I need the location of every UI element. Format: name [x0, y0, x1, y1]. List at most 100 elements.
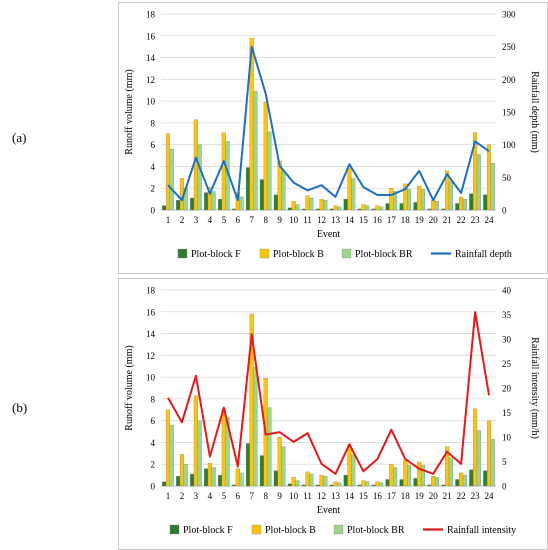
bar-plot-block-br-19: [420, 465, 426, 487]
y2-tick-label: 0: [502, 206, 507, 216]
y-tick-label: 8: [151, 118, 156, 128]
x-tick-label: 4: [208, 491, 213, 501]
y-tick-label: 18: [146, 10, 156, 20]
bar-plot-block-br-4: [211, 467, 216, 487]
x-tick-label: 15: [359, 491, 369, 501]
bar-plot-block-f-14: [343, 474, 348, 487]
legend-swatch-plot-block-f: [169, 524, 180, 535]
bar-plot-block-b-23: [473, 408, 478, 487]
bar-plot-block-br-21: [448, 457, 453, 487]
bar-plot-block-f-11: [301, 208, 306, 211]
bar-plot-block-br-21: [448, 181, 453, 211]
legend-label-plot-block-f: Plot-block F: [191, 249, 241, 260]
y2-axis-title: Rainfall intensity (mm/h): [529, 337, 540, 439]
bar-plot-block-f-9: [273, 470, 278, 487]
bar-plot-block-b-3: [193, 395, 198, 487]
bar-plot-block-br-14: [351, 178, 356, 211]
bar-plot-block-f-14: [343, 198, 348, 211]
bar-plot-block-br-10: [295, 204, 300, 211]
bar-plot-block-br-6: [239, 472, 244, 487]
bar-plot-block-f-17: [385, 479, 390, 487]
bar-plot-block-b-16: [375, 205, 380, 211]
bar-plot-block-b-10: [291, 477, 296, 487]
bar-plot-block-b-15: [361, 480, 366, 487]
y-tick-label: 16: [146, 307, 156, 317]
y-axis-title: Runoff volume (mm): [124, 69, 135, 154]
y2-tick-label: 200: [502, 75, 516, 85]
x-tick-label: 11: [303, 215, 312, 225]
bar-plot-block-br-18: [407, 189, 412, 211]
x-tick-label: 18: [401, 491, 411, 501]
x-tick-label: 13: [331, 215, 341, 225]
bar-plot-block-f-13: [329, 208, 334, 211]
y2-tick-label: 15: [502, 408, 512, 418]
x-tick-label: 19: [415, 215, 425, 225]
bar-plot-block-b-19: [417, 461, 422, 487]
x-tick-label: 10: [289, 491, 299, 501]
bar-plot-block-br-4: [211, 191, 216, 211]
bar-plot-block-f-4: [204, 468, 209, 487]
bar-plot-block-b-18: [403, 459, 408, 487]
bar-plot-block-br-13: [337, 206, 342, 211]
bar-plot-block-b-13: [333, 205, 338, 211]
bar-plot-block-f-20: [427, 484, 432, 487]
y2-tick-label: 0: [502, 482, 507, 492]
bar-plot-block-f-6: [231, 208, 237, 211]
bar-plot-block-f-16: [371, 208, 376, 211]
panel-label-b: (b): [12, 400, 28, 415]
legend-label-plot-block-b: Plot-block B: [265, 525, 316, 536]
x-tick-label: 22: [457, 215, 466, 225]
x-tick-label: 1: [166, 491, 171, 501]
y2-tick-label: 100: [502, 140, 516, 150]
bar-plot-block-br-20: [434, 201, 439, 211]
bar-plot-block-br-19: [420, 189, 426, 211]
bar-plot-block-b-22: [459, 196, 464, 211]
y2-tick-label: 35: [502, 310, 512, 320]
x-tick-label: 23: [471, 491, 481, 501]
bar-plot-block-b-5: [221, 408, 226, 487]
bar-plot-block-f-13: [329, 484, 334, 487]
bar-plot-block-b-24: [486, 420, 492, 487]
y2-tick-label: 30: [502, 335, 512, 345]
bar-plot-block-b-10: [291, 201, 296, 211]
x-tick-label: 15: [359, 215, 369, 225]
y-tick-label: 10: [146, 373, 156, 383]
bar-plot-block-f-17: [385, 203, 390, 211]
bar-plot-block-br-13: [337, 482, 342, 487]
bar-plot-block-br-11: [309, 473, 314, 487]
x-tick-label: 9: [277, 491, 282, 501]
y-tick-label: 2: [151, 184, 156, 194]
legend-swatch-plot-block-b: [251, 524, 262, 535]
bar-plot-block-f-15: [357, 484, 362, 487]
bar-plot-block-br-18: [407, 465, 412, 487]
x-axis-title: Event: [317, 505, 341, 516]
x-tick-label: 12: [317, 215, 326, 225]
x-tick-label: 14: [345, 491, 355, 501]
bar-plot-block-f-3: [190, 473, 195, 487]
bar-plot-block-br-7: [253, 367, 258, 487]
x-tick-label: 17: [387, 215, 397, 225]
bar-plot-block-br-8: [267, 131, 272, 211]
bar-plot-block-f-19: [413, 478, 418, 487]
bar-plot-block-b-22: [459, 472, 464, 487]
bar-plot-block-br-24: [490, 439, 495, 487]
x-tick-label: 2: [180, 491, 185, 501]
bar-plot-block-f-2: [176, 200, 181, 211]
x-tick-label: 16: [373, 491, 383, 501]
bar-plot-block-f-10: [287, 207, 292, 211]
bar-plot-block-br-14: [351, 454, 356, 487]
bar-plot-block-f-1: [162, 481, 167, 487]
bar-plot-block-br-2: [183, 464, 188, 487]
y-tick-label: 12: [146, 351, 155, 361]
x-tick-label: 21: [443, 491, 452, 501]
bar-plot-block-b-14: [347, 444, 352, 487]
legend-label-plot-block-br: Plot-block BR: [347, 525, 405, 536]
legend-swatch-plot-block-br: [333, 524, 344, 535]
x-tick-label: 5: [222, 215, 227, 225]
x-tick-label: 6: [236, 491, 241, 501]
bar-plot-block-br-8: [267, 407, 272, 487]
y-tick-label: 16: [146, 31, 156, 41]
bar-plot-block-f-1: [162, 205, 167, 211]
y-tick-label: 0: [151, 206, 156, 216]
